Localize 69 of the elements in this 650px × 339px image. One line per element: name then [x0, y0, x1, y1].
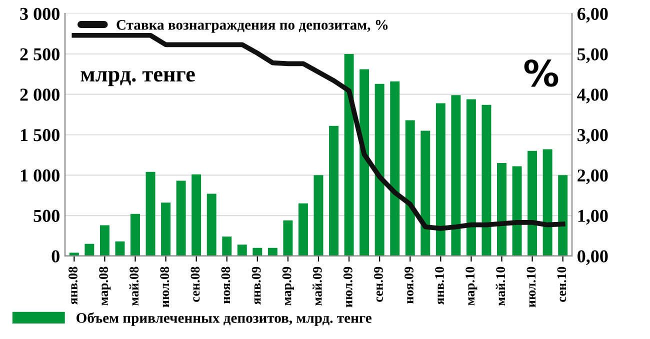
- bar: [497, 163, 506, 256]
- bar: [344, 54, 354, 256]
- line-series: [72, 32, 566, 231]
- x-tick-label: ноя.08: [221, 266, 230, 304]
- bar: [558, 175, 568, 256]
- bar: [390, 81, 400, 256]
- x-tick-label: янв.10: [435, 266, 444, 305]
- x-tick-label: июл.09: [343, 266, 352, 308]
- bar: [542, 149, 552, 256]
- bar: [192, 174, 202, 256]
- x-tick-label: сен.10: [557, 266, 566, 302]
- x-tick-label: мар.08: [99, 266, 111, 306]
- bar: [176, 180, 186, 256]
- y-tick-label: 2 500: [20, 48, 60, 60]
- bar: [512, 166, 522, 256]
- y2-tick-label: 6,00: [577, 8, 608, 23]
- bar: [314, 175, 324, 256]
- x-tick-label: май.08: [129, 266, 139, 306]
- x-tick-label: мар.09: [282, 266, 294, 306]
- y-tick-label: 500: [34, 210, 60, 222]
- x-tick-label: июл.08: [160, 266, 170, 308]
- x-tick-label: ноя.09: [404, 266, 414, 304]
- y2-tick-label: 2,00: [578, 169, 608, 184]
- bar: [222, 236, 232, 256]
- bar: [161, 202, 171, 256]
- x-tick-label: янв.08: [68, 266, 78, 305]
- bar: [374, 84, 384, 256]
- bar: [206, 194, 216, 256]
- y-tick-label: 2 000: [20, 88, 60, 101]
- y-tick-label: 0: [52, 250, 60, 262]
- bar: [84, 244, 94, 256]
- bar: [451, 95, 461, 256]
- bar: [252, 248, 262, 256]
- bar: [298, 203, 308, 256]
- x-tick-label: янв.09: [252, 266, 261, 305]
- legend-label: Ставка вознаграждения по депозитам, %: [116, 20, 388, 33]
- bar: [115, 241, 125, 256]
- annotation: %: [524, 59, 558, 87]
- y-tick-label: 1 000: [20, 169, 60, 182]
- bar: [268, 248, 278, 256]
- x-tick-label: май.10: [496, 266, 506, 306]
- bar: [100, 225, 110, 256]
- y2-tick-label: 3,00: [578, 129, 608, 144]
- bar: [528, 150, 538, 256]
- bar: [329, 126, 339, 256]
- x-tick-label: мар.10: [466, 266, 478, 306]
- bar: [405, 120, 415, 256]
- x-tick-label: май.09: [312, 266, 322, 306]
- bar: [482, 104, 492, 256]
- bar: [146, 172, 156, 256]
- y2-tick-label: 5,00: [578, 48, 608, 64]
- y-tick-label: 3 000: [20, 8, 60, 20]
- bar: [420, 130, 430, 256]
- bar: [69, 252, 79, 256]
- y2-tick-label: 1,00: [578, 210, 608, 225]
- x-tick-label: сен.08: [190, 266, 200, 302]
- annotation: млрд. тенге: [80, 70, 195, 86]
- bar: [130, 214, 140, 256]
- x-tick-label: сен.09: [374, 266, 383, 302]
- bar: [283, 220, 293, 256]
- y2-tick-label: 0,00: [578, 250, 608, 266]
- bar: [466, 99, 476, 256]
- legend-label: Объем привлеченных депозитов, млрд. тенге: [76, 312, 372, 326]
- bar: [237, 244, 247, 256]
- x-tick-label: июл.10: [526, 266, 536, 308]
- bar: [360, 69, 370, 256]
- y-tick-label: 1 500: [20, 129, 60, 142]
- y2-tick-label: 4,00: [577, 88, 608, 104]
- bar: [436, 103, 446, 256]
